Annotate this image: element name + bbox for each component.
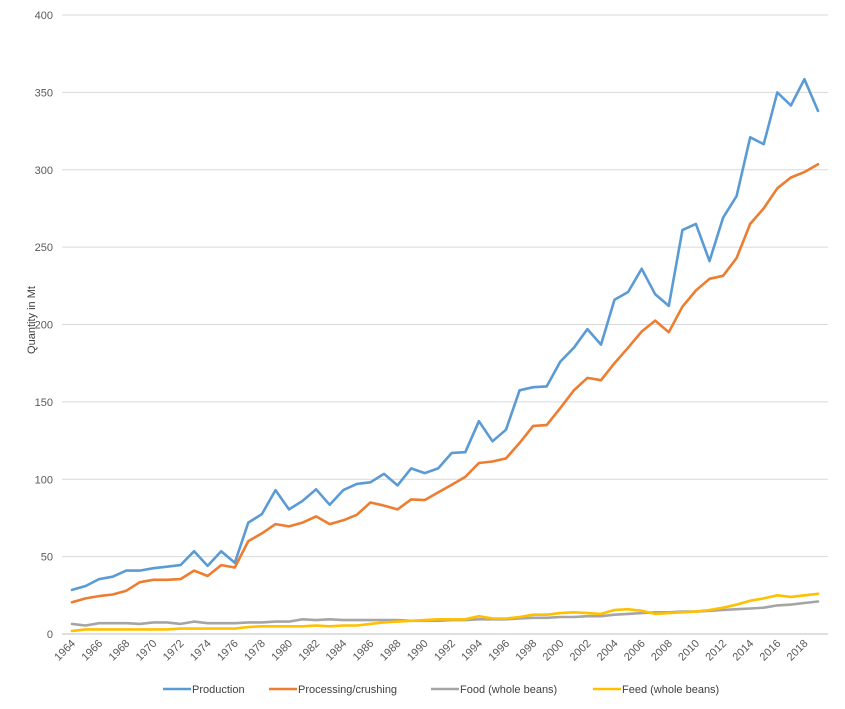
series-line-2 <box>70 600 820 627</box>
x-axis-tick-labels: 1964 1966 1968 1970 1972 1974 1976 1978 1980 1982… <box>52 638 810 664</box>
x-tick-label: 1984 <box>324 638 350 664</box>
x-tick-label: 2004 <box>595 638 621 664</box>
y-tick-label: 250 <box>35 242 53 254</box>
x-tick-label: 2018 <box>785 638 811 664</box>
x-tick-label: 1976 <box>215 638 241 664</box>
x-tick-label: 2010 <box>676 638 702 664</box>
y-tick-label: 350 <box>35 87 53 99</box>
y-tick-label: 50 <box>41 552 53 564</box>
x-tick-label: 1972 <box>161 638 187 664</box>
x-tick-label: 2006 <box>622 638 648 664</box>
legend-item: Processing/crushing <box>269 684 397 696</box>
x-tick-label: 1974 <box>188 638 214 664</box>
x-tick-label: 2002 <box>568 638 594 664</box>
legend-label: Food (whole beans) <box>460 684 557 696</box>
x-tick-label: 1980 <box>269 638 295 664</box>
x-tick-label: 1982 <box>296 638 322 664</box>
legend: Production Processing/crushing Food (whole… <box>163 684 719 696</box>
legend-label: Processing/crushing <box>298 684 397 696</box>
y-tick-label: 0 <box>47 629 53 641</box>
series-line-1 <box>70 163 820 604</box>
series-line-0 <box>70 77 820 592</box>
x-tick-label: 2000 <box>541 638 567 664</box>
legend-item: Production <box>163 684 245 696</box>
x-tick-label: 1990 <box>405 638 431 664</box>
y-tick-label: 150 <box>35 397 53 409</box>
legend-label: Feed (whole beans) <box>622 684 719 696</box>
legend-label: Production <box>192 684 245 696</box>
x-tick-label: 1986 <box>351 638 377 664</box>
y-axis-title: Quantity in Mt <box>26 286 38 354</box>
y-axis-tick-labels: 0 50 100 150 200 250 300 350 400 <box>35 10 53 641</box>
x-tick-label: 1988 <box>378 638 404 664</box>
x-tick-label: 1970 <box>134 638 160 664</box>
series-lines <box>70 77 820 633</box>
x-tick-label: 1966 <box>79 638 105 664</box>
y-tick-label: 100 <box>35 474 53 486</box>
x-tick-label: 1992 <box>432 638 458 664</box>
x-tick-label: 1996 <box>486 638 512 664</box>
gridlines <box>62 14 828 558</box>
x-tick-label: 1978 <box>242 638 268 664</box>
x-tick-label: 1998 <box>513 638 539 664</box>
x-tick-label: 2014 <box>731 638 757 664</box>
legend-item: Food (whole beans) <box>431 684 557 696</box>
x-tick-label: 1964 <box>52 638 78 664</box>
x-tick-label: 2016 <box>758 638 784 664</box>
y-tick-label: 400 <box>35 10 53 22</box>
y-tick-label: 200 <box>35 320 53 332</box>
x-tick-label: 1968 <box>107 638 133 664</box>
x-tick-label: 1994 <box>459 638 485 664</box>
x-tick-label: 2012 <box>703 638 729 664</box>
series-line-3 <box>70 592 820 633</box>
y-tick-label: 300 <box>35 165 53 177</box>
legend-item: Feed (whole beans) <box>593 684 719 696</box>
x-tick-label: 2008 <box>649 638 675 664</box>
